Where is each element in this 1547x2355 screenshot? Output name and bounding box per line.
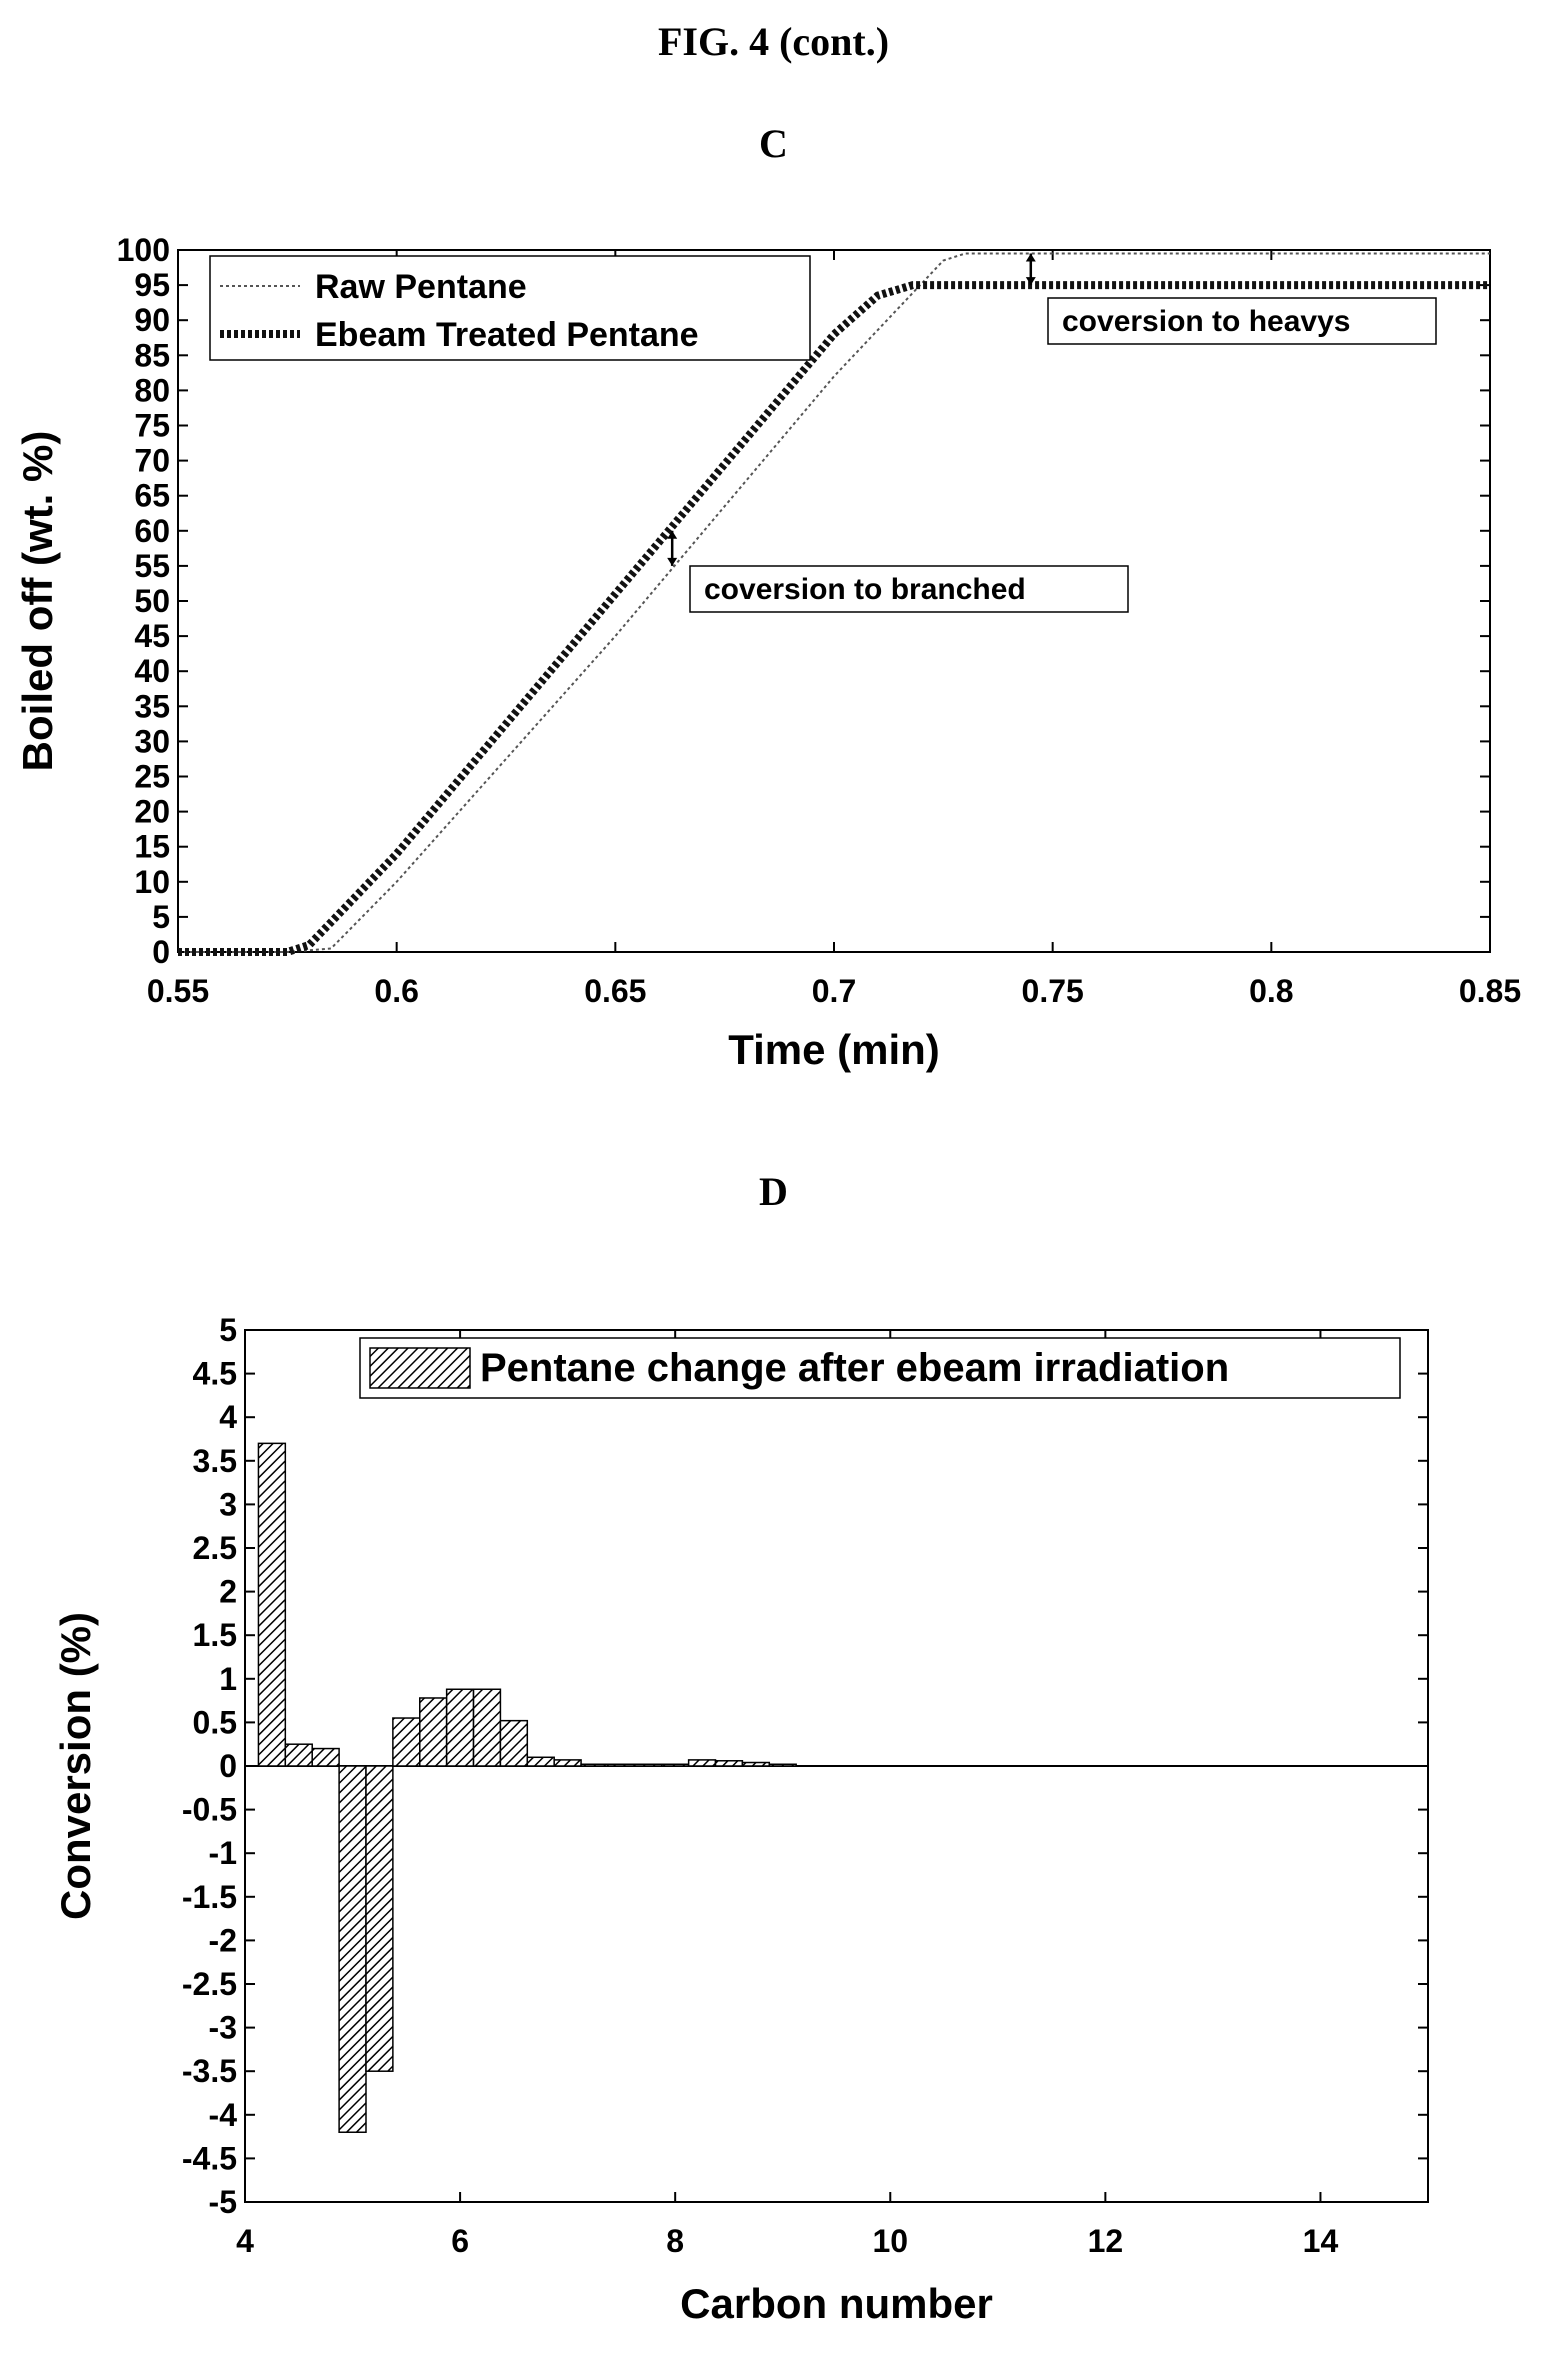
y-tick-label: 1 [219, 1661, 237, 1697]
y-tick-label: 25 [134, 759, 170, 795]
bar [338, 1765, 367, 2133]
y-axis-label: Boiled off (wt. %) [14, 431, 61, 772]
y-tick-label: -2.5 [182, 1966, 237, 2002]
y-tick-label: -3 [209, 2010, 237, 2046]
y-tick-label: -1 [209, 1835, 237, 1871]
arrow-head [1025, 253, 1036, 262]
y-tick-label: 3 [219, 1486, 237, 1522]
y-tick-label: 60 [134, 513, 170, 549]
bar [687, 1759, 717, 1767]
x-tick-label: 10 [872, 2223, 908, 2259]
x-tick-label: 0.75 [1022, 973, 1084, 1009]
y-tick-label: -3.5 [182, 2053, 237, 2089]
bar [634, 1763, 663, 1767]
y-tick-label: 20 [134, 794, 170, 830]
y-tick-label: 3.5 [193, 1443, 237, 1479]
x-tick-label: 14 [1303, 2223, 1339, 2259]
bar [526, 1756, 555, 1767]
y-tick-label: 5 [219, 1312, 237, 1348]
y-tick-label: 100 [117, 232, 170, 268]
y-tick-label: 2.5 [193, 1530, 237, 1566]
series-line-ebeam-treated-pentane [178, 281, 1490, 956]
y-tick-label: 40 [134, 653, 170, 689]
bar [580, 1763, 609, 1767]
annotation-box [1047, 297, 1437, 345]
bar [284, 1743, 313, 1767]
y-tick-label: 2 [219, 1574, 237, 1610]
legend-label: Pentane change after ebeam irradiation [480, 1346, 1229, 1390]
bar [553, 1759, 582, 1767]
x-tick-label: 0.6 [374, 973, 418, 1009]
panel-c-label: C [759, 121, 788, 166]
y-tick-label: 85 [134, 337, 170, 373]
bar [311, 1747, 340, 1767]
legend-d [359, 1337, 1401, 1399]
bar [392, 1717, 421, 1767]
bar [499, 1719, 529, 1767]
y-tick-label: 5 [152, 899, 170, 935]
bar [472, 1688, 502, 1767]
y-tick-label: 15 [134, 829, 170, 865]
y-tick-label: 4.5 [193, 1356, 237, 1392]
x-tick-label: 6 [451, 2223, 469, 2259]
y-tick-label: 1.5 [193, 1617, 237, 1653]
y-tick-label: 50 [134, 583, 170, 619]
bar [660, 1763, 690, 1767]
annotation-box [689, 565, 1129, 613]
legend-label: Ebeam Treated Pentane [315, 316, 699, 354]
x-tick-label: 0.85 [1459, 973, 1521, 1009]
chart-c: 0.55 0.6 0.65 0.7 0.75 0.8 0.85051015202530354… [14, 232, 1521, 1073]
y-tick-label: -2 [209, 1922, 237, 1958]
bar [365, 1765, 394, 2072]
bar [741, 1761, 771, 1767]
y-tick-label: -0.5 [182, 1792, 237, 1828]
y-tick-label: 35 [134, 688, 170, 724]
y-tick-label: 45 [134, 618, 170, 654]
y-tick-label: 80 [134, 372, 170, 408]
x-tick-label: 0.65 [584, 973, 646, 1009]
y-tick-label: 10 [134, 864, 170, 900]
y-axis-label: Conversion (%) [52, 1612, 99, 1920]
x-tick-label: 0.8 [1249, 973, 1293, 1009]
panel-d-label: D [759, 1169, 788, 1214]
bar [419, 1697, 448, 1767]
x-tick-label: 12 [1088, 2223, 1124, 2259]
arrow-head [667, 557, 678, 566]
y-tick-label: 0 [219, 1748, 237, 1784]
bar [607, 1763, 636, 1767]
arrow-head [1025, 277, 1036, 286]
y-tick-label: 75 [134, 408, 170, 444]
y-tick-label: -4.5 [182, 2140, 237, 2176]
bar [714, 1760, 744, 1767]
legend-c [209, 255, 811, 361]
y-tick-label: 55 [134, 548, 170, 584]
y-tick-label: 95 [134, 267, 170, 303]
y-tick-label: 4 [219, 1399, 237, 1435]
x-tick-label: 8 [666, 2223, 684, 2259]
legend-label: Raw Pentane [315, 268, 527, 306]
chart-d: 4 6 8 10 12 14-5-4.5-4-3.5-3-2.5-2-1.5-1-0.50… [52, 1312, 1429, 2327]
y-tick-label: 70 [134, 443, 170, 479]
x-axis-label: Time (min) [728, 1026, 940, 1073]
annotation-label: coversion to heavys [1062, 305, 1350, 338]
bar [445, 1688, 475, 1767]
y-tick-label: 0 [152, 934, 170, 970]
legend-swatch [369, 1347, 471, 1389]
bar [257, 1442, 287, 1767]
y-tick-label: 90 [134, 302, 170, 338]
y-tick-label: 65 [134, 478, 170, 514]
x-tick-label: 4 [236, 2223, 254, 2259]
bar [768, 1763, 797, 1767]
annotation-label: coversion to branched [704, 573, 1026, 606]
y-tick-label: 0.5 [193, 1704, 237, 1740]
y-tick-label: -5 [209, 2184, 237, 2220]
y-tick-label: 30 [134, 723, 170, 759]
x-axis-label: Carbon number [680, 2280, 993, 2327]
x-tick-label: 0.55 [147, 973, 209, 1009]
y-tick-label: -4 [209, 2097, 238, 2133]
x-tick-label: 0.7 [812, 973, 856, 1009]
y-tick-label: -1.5 [182, 1879, 237, 1915]
arrow-head [667, 530, 678, 539]
figure-title: FIG. 4 (cont.) [657, 19, 890, 64]
